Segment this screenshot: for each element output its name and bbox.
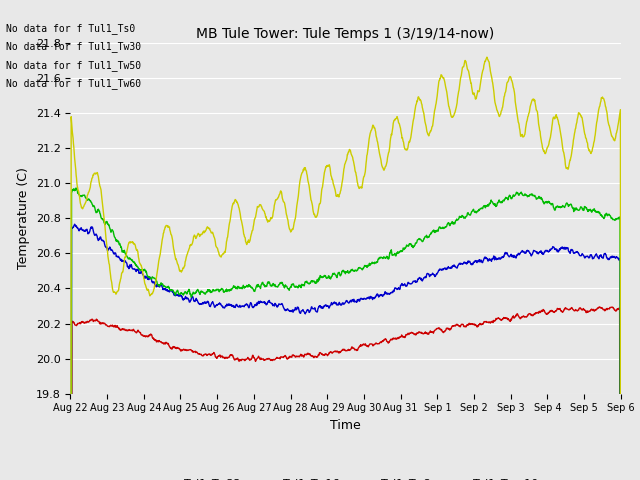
Text: No data for f Tul1_Ts0: No data for f Tul1_Ts0 [6,23,136,34]
Title: MB Tule Tower: Tule Temps 1 (3/19/14-now): MB Tule Tower: Tule Temps 1 (3/19/14-now… [196,27,495,41]
Y-axis label: Temperature (C): Temperature (C) [17,168,30,269]
Text: No data for f Tul1_Tw30: No data for f Tul1_Tw30 [6,41,141,52]
Text: No data for f Tul1_Tw50: No data for f Tul1_Tw50 [6,60,141,71]
Text: No data for f Tul1_Tw60: No data for f Tul1_Tw60 [6,78,141,89]
Legend: Tul1_Ts-32, Tul1_Ts-16, Tul1_Ts-8, Tul1_Tw+10: Tul1_Ts-32, Tul1_Ts-16, Tul1_Ts-8, Tul1_… [148,473,543,480]
X-axis label: Time: Time [330,419,361,432]
